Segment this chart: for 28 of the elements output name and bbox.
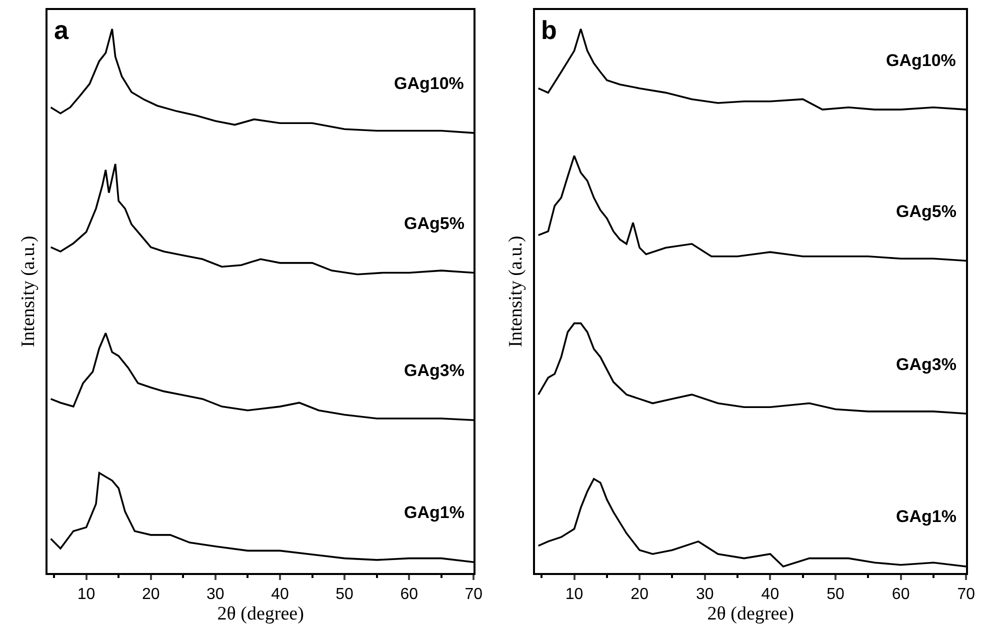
x-tick-label: 60 — [892, 586, 910, 604]
text: GAg10% — [394, 74, 464, 93]
x-tick-label: 60 — [400, 586, 418, 604]
x-tick-label: 30 — [206, 586, 224, 604]
x-tick-label: 50 — [826, 586, 844, 604]
x-tick-label: 70 — [464, 586, 483, 604]
y-axis-title: Intensity (a.u.) — [18, 236, 39, 348]
text: GAg5% — [896, 202, 956, 221]
chart-title: a — [54, 15, 69, 45]
x-tick-label: 30 — [696, 586, 714, 604]
text: GAg3% — [896, 355, 956, 374]
x-tick-label: 40 — [761, 586, 780, 604]
chart-title: b — [541, 15, 557, 45]
x-tick-label: 20 — [142, 586, 160, 604]
text: GAg10% — [886, 51, 956, 70]
x-tick-label: 40 — [271, 586, 289, 604]
text: GAg1% — [896, 507, 956, 526]
x-tick-label: 20 — [630, 586, 649, 604]
x-tick-label: 10 — [565, 586, 584, 604]
y-axis-title: Intensity (a.u.) — [505, 236, 526, 348]
text: GAg1% — [404, 503, 464, 522]
x-tick-label: 10 — [77, 586, 96, 604]
x-tick-label: 70 — [957, 586, 976, 604]
text: GAg5% — [404, 214, 464, 233]
x-axis-title: 2θ (degree) — [217, 604, 304, 624]
text: GAg3% — [404, 361, 464, 380]
x-axis-title: 2θ (degree) — [707, 604, 794, 624]
x-tick-label: 50 — [336, 586, 354, 604]
